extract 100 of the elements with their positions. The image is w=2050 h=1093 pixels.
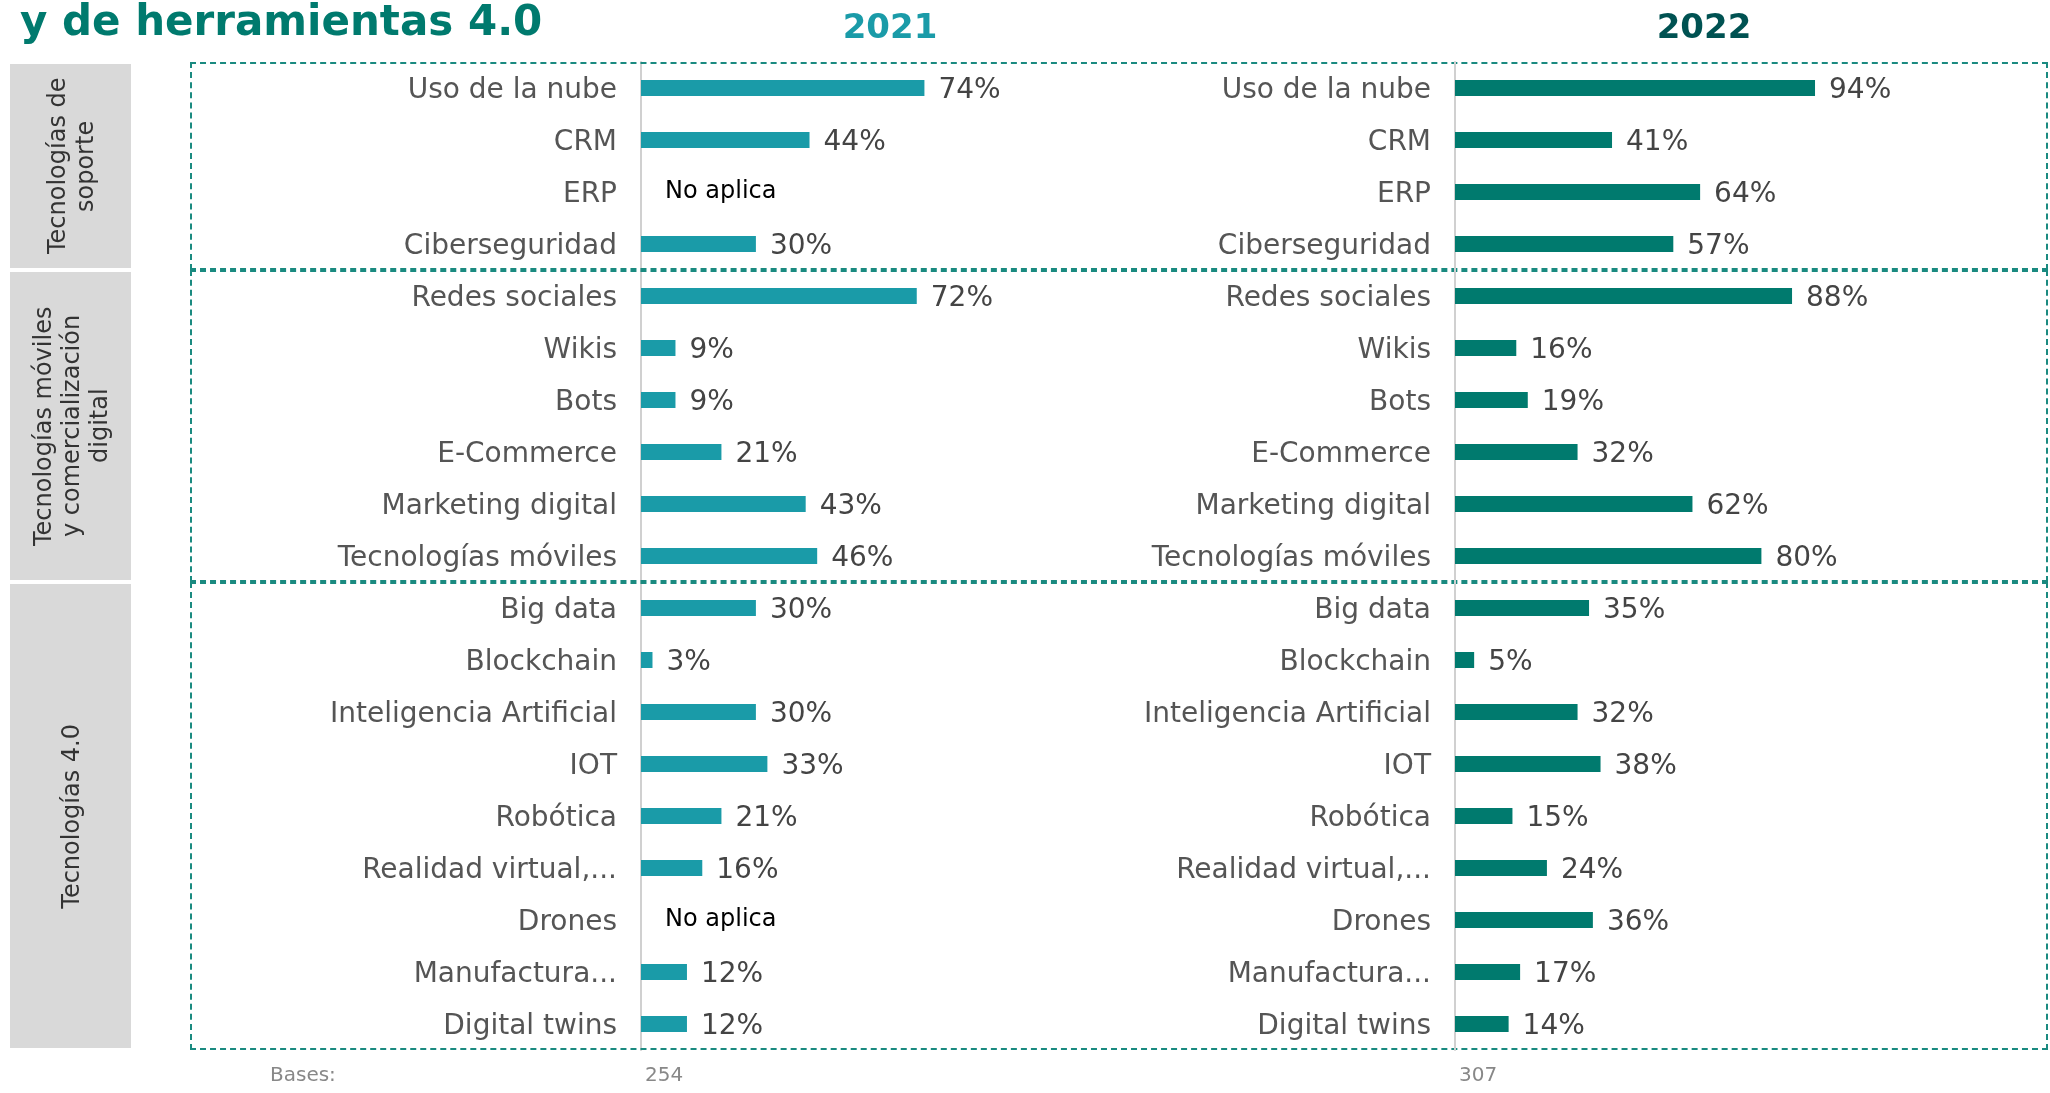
y-tick-label: Robótica <box>1309 799 1431 833</box>
bar <box>641 392 676 408</box>
bar <box>1455 340 1517 356</box>
bar <box>1455 444 1578 460</box>
data-label: 94% <box>1829 71 1892 105</box>
bar <box>641 132 810 148</box>
bar <box>1455 704 1578 720</box>
y-tick-label: Drones <box>1331 903 1431 937</box>
data-label: 30% <box>769 695 833 729</box>
y-tick-label: Marketing digital <box>1195 487 1431 521</box>
bar <box>641 964 687 980</box>
bar <box>1455 1016 1509 1032</box>
y-tick-label: CRM <box>553 123 617 157</box>
data-label: 38% <box>1614 747 1677 781</box>
bar <box>1455 912 1593 928</box>
data-label: 21% <box>735 435 798 469</box>
data-label: 9% <box>689 331 734 365</box>
data-label: 12% <box>700 955 764 989</box>
data-label: 62% <box>1706 487 1769 521</box>
y-tick-label: ERP <box>1376 175 1431 209</box>
bar <box>641 288 917 304</box>
bar <box>641 756 768 772</box>
bar <box>1455 288 1793 304</box>
chart-title: 2022 <box>1656 6 1752 46</box>
data-label: 36% <box>1606 903 1670 937</box>
y-tick-label: Realidad virtual,... <box>1176 851 1431 885</box>
y-tick-label: Bots <box>1369 383 1431 417</box>
text: Tecnologías móviles y comercialización digital <box>28 305 113 548</box>
y-tick-label: Big data <box>1314 591 1431 625</box>
y-tick-label: CRM <box>1367 123 1431 157</box>
data-label: 16% <box>716 851 779 885</box>
data-label: 9% <box>689 383 734 417</box>
bar <box>1455 600 1590 616</box>
y-tick-label: Realidad virtual,... <box>362 851 617 885</box>
data-label: 5% <box>1488 643 1533 677</box>
text: Tecnologías 4.0 <box>56 723 85 909</box>
text: 307 <box>1459 1062 1498 1086</box>
text: 254 <box>645 1062 684 1086</box>
y-tick-label: Blockchain <box>1279 643 1431 677</box>
y-tick-label: Uso de la nube <box>1221 71 1431 105</box>
bar <box>641 80 925 96</box>
data-label: 30% <box>769 227 833 261</box>
data-label: 32% <box>1591 435 1654 469</box>
y-tick-label: IOT <box>1383 747 1432 781</box>
data-label: 64% <box>1714 175 1777 209</box>
data-label: 3% <box>666 643 711 677</box>
y-tick-label: Digital twins <box>1257 1007 1431 1041</box>
data-label: 19% <box>1541 383 1604 417</box>
bar <box>641 704 756 720</box>
y-tick-label: Redes sociales <box>1225 279 1431 313</box>
data-label: 35% <box>1603 591 1666 625</box>
bar <box>641 548 818 564</box>
text: Tecnologías de soporte <box>42 76 99 257</box>
bar <box>1455 964 1521 980</box>
bar <box>1455 756 1601 772</box>
bar <box>1455 132 1613 148</box>
y-tick-label: Robótica <box>495 799 617 833</box>
y-tick-label: Inteligencia Artificial <box>1144 695 1431 729</box>
text: y de herramientas 4.0 <box>20 0 543 45</box>
y-tick-label: E-Commerce <box>437 435 617 469</box>
bar <box>641 860 703 876</box>
bar <box>641 1016 687 1032</box>
bar <box>641 236 756 252</box>
bar <box>1455 80 1816 96</box>
data-label: 21% <box>735 799 798 833</box>
y-tick-label: Drones <box>517 903 617 937</box>
bar <box>1455 808 1513 824</box>
y-tick-label: Tecnologías móviles <box>1150 539 1431 573</box>
y-tick-label: Marketing digital <box>381 487 617 521</box>
y-tick-label: Inteligencia Artificial <box>330 695 617 729</box>
data-label: 15% <box>1526 799 1589 833</box>
bar <box>1455 184 1701 200</box>
data-label: 17% <box>1534 955 1597 989</box>
data-label: 24% <box>1560 851 1624 885</box>
text: Bases: <box>270 1062 336 1086</box>
bar <box>1455 392 1528 408</box>
y-tick-label: Bots <box>555 383 617 417</box>
data-label: 44% <box>823 123 886 157</box>
data-label: 43% <box>819 487 882 521</box>
data-label: 32% <box>1591 695 1654 729</box>
bar <box>1455 860 1547 876</box>
data-label: 14% <box>1522 1007 1585 1041</box>
bar <box>641 600 756 616</box>
bar <box>1455 548 1762 564</box>
data-label: 16% <box>1530 331 1593 365</box>
data-label: 41% <box>1626 123 1689 157</box>
y-tick-label: Manufactura... <box>1227 955 1431 989</box>
bar <box>1455 236 1674 252</box>
bar <box>1455 496 1693 512</box>
y-tick-label: IOT <box>569 747 618 781</box>
data-label: 88% <box>1806 279 1869 313</box>
y-tick-label: Uso de la nube <box>407 71 617 105</box>
text: No aplica <box>665 904 777 932</box>
bar <box>641 652 653 668</box>
bar <box>641 496 806 512</box>
bar <box>1455 652 1475 668</box>
data-label: 72% <box>930 279 993 313</box>
y-tick-label: Tecnologías móviles <box>336 539 617 573</box>
y-tick-label: ERP <box>562 175 617 209</box>
y-tick-label: Ciberseguridad <box>403 227 617 261</box>
